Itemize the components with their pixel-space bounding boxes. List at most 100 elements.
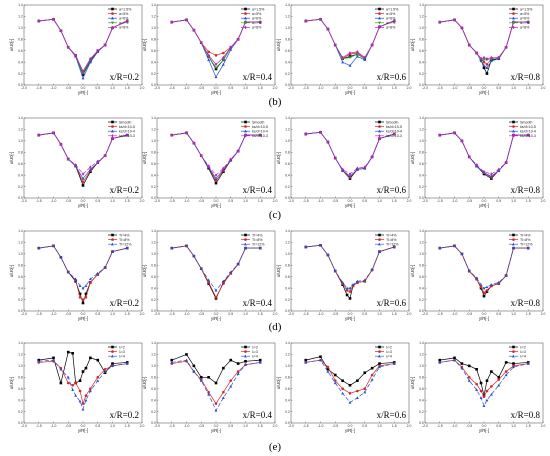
legend-label: ks/d=10-3 (252, 134, 268, 138)
panel-d-3: 0.0 0.2 0.4 0.6 0.8 1.0 1.2 1.4 -2.0 -1.5 -1.0 -0.5… (276, 229, 411, 321)
data-point (348, 286, 352, 290)
data-point (84, 284, 88, 288)
x-tick-label: -1.5 (437, 312, 443, 316)
data-point (52, 131, 55, 135)
data-point (66, 381, 70, 385)
x-tick-label: 1.5 (125, 424, 130, 428)
y-tick-label: 1.2 (151, 128, 156, 132)
data-point (485, 63, 489, 66)
data-point (207, 164, 210, 168)
data-point (512, 365, 515, 369)
data-point (81, 286, 85, 290)
xr-annotation: x/R=0.2 (110, 72, 139, 82)
panel-e-4: 0.0 0.2 0.4 0.6 0.8 1.0 1.2 1.4 -2.0 -1.5 -1.0 -0.5… (410, 341, 545, 433)
x-tick-label: -1.5 (437, 199, 443, 203)
data-point (59, 29, 63, 33)
data-point (453, 18, 456, 22)
y-tick-label: 1.4 (285, 341, 290, 345)
x-axis-label: y/R[-] (479, 203, 489, 208)
x-tick-label: 0.5 (228, 312, 233, 316)
y-tick-label: 1.2 (18, 15, 23, 19)
data-point (504, 160, 508, 165)
y-tick-label: 1.0 (151, 252, 156, 256)
x-tick-label: 0.5 (228, 199, 233, 203)
y-tick-label: 0.4 (419, 398, 424, 402)
data-point (214, 179, 218, 183)
data-point (111, 136, 114, 141)
data-point (370, 155, 374, 159)
legend: λ=2λ=3λ=4 (375, 345, 392, 359)
y-tick-label: 0.8 (419, 150, 424, 154)
data-point (199, 41, 203, 45)
y-tick-label: 0.4 (285, 173, 290, 177)
data-point (81, 69, 85, 73)
data-point (258, 360, 262, 364)
x-tick-label: -2.0 (422, 86, 428, 90)
data-point (66, 270, 70, 274)
data-point (333, 379, 337, 383)
data-point (485, 389, 489, 393)
data-point (370, 378, 374, 381)
plot-frame (156, 117, 276, 199)
data-point (345, 286, 349, 290)
data-point (59, 142, 63, 146)
data-point (89, 281, 92, 284)
data-point (333, 381, 337, 385)
x-tick-label: 1.5 (526, 312, 531, 316)
legend-marker (111, 125, 114, 128)
x-tick-label: 1.5 (526, 199, 531, 203)
legend-label: ks/d=10-5 (386, 125, 402, 129)
data-point (84, 366, 88, 370)
x-tick-label: -1.0 (184, 199, 190, 203)
y-tick-label: 0.0 (419, 421, 424, 425)
legend-marker (244, 21, 247, 25)
data-point (78, 295, 82, 299)
data-point (66, 350, 70, 354)
legend-label: TI=12% (252, 243, 265, 247)
x-axis-label: y/R[-] (211, 428, 221, 433)
y-tick-label: 1.0 (151, 364, 156, 368)
y-tick-label: 1.0 (419, 252, 424, 256)
data-point (363, 371, 367, 375)
x-axis-label: y/R[-] (78, 316, 88, 321)
legend-label: TI=4% (386, 233, 397, 237)
data-point (84, 292, 88, 296)
y-tick-label: 0.6 (18, 275, 23, 279)
legend: TI=4%TI=8%TI=12% (509, 233, 533, 247)
legend-label: λ=4 (252, 355, 258, 359)
legend-marker (378, 233, 381, 237)
data-point (236, 262, 240, 266)
x-tick-label: -1.0 (452, 86, 458, 90)
data-point (66, 157, 70, 161)
data-point (170, 246, 174, 250)
x-tick-label: -1.0 (318, 86, 324, 90)
data-point (345, 293, 349, 297)
data-point (479, 57, 483, 61)
data-point (52, 17, 55, 21)
data-point (482, 170, 486, 174)
data-point (229, 45, 233, 49)
data-point (482, 55, 486, 60)
y-axis-label: u/U0[-] (9, 265, 14, 278)
data-point (59, 367, 63, 371)
data-point (482, 294, 486, 298)
data-point (348, 297, 352, 300)
x-tick-label: -2.0 (154, 199, 160, 203)
data-point (125, 19, 129, 23)
y-axis-label: u/U0[-] (276, 265, 281, 278)
y-tick-label: 0.2 (285, 410, 290, 414)
data-point (348, 56, 352, 60)
legend-label: TI=12% (119, 243, 132, 247)
x-tick-label: 2.0 (273, 199, 278, 203)
x-tick-label: 0.5 (95, 424, 100, 428)
xr-annotation: x/R=0.2 (110, 410, 139, 420)
data-point (333, 43, 337, 47)
y-tick-label: 1.4 (151, 3, 156, 7)
data-point (89, 165, 92, 169)
legend-marker (244, 242, 247, 246)
x-tick-label: 1.5 (258, 199, 263, 203)
y-tick-label: 0.4 (151, 398, 156, 402)
legend-marker (378, 12, 381, 15)
